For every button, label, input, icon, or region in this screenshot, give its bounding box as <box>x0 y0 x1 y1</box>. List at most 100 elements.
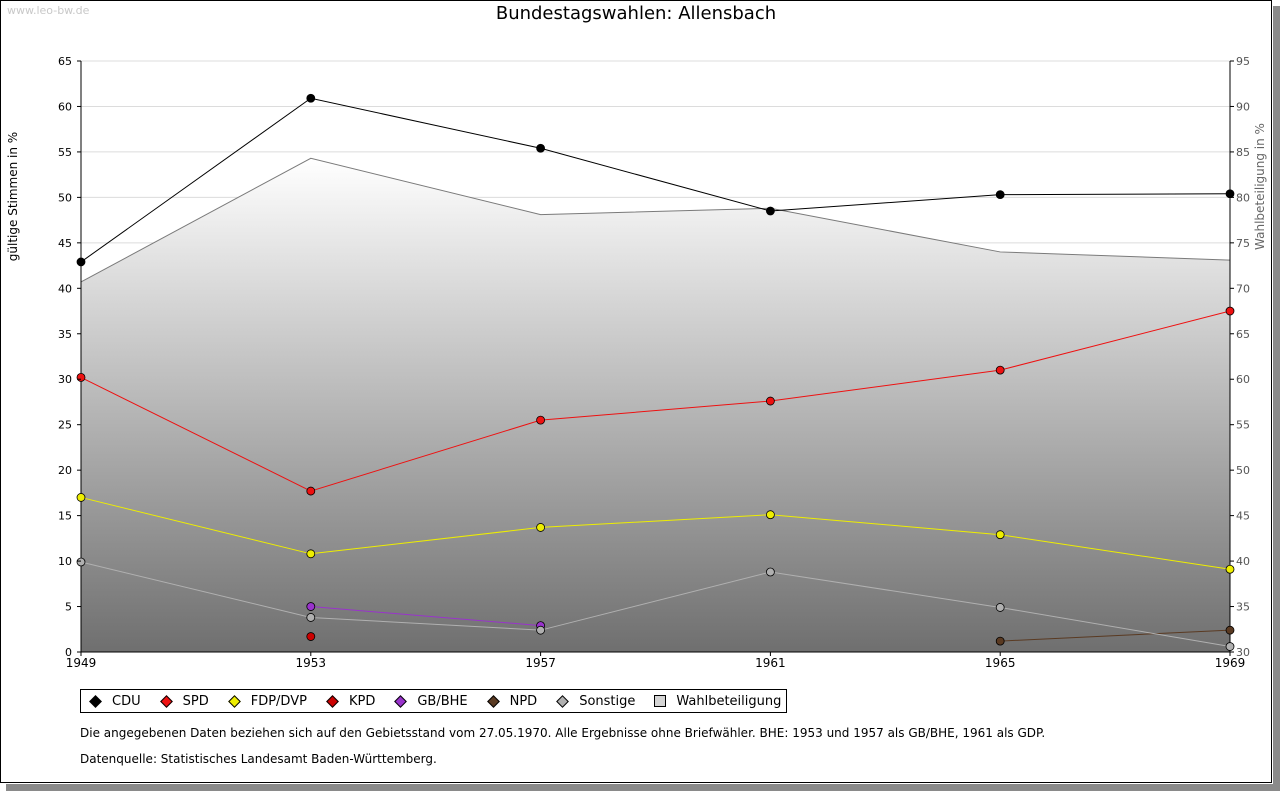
point-sonstige-1961 <box>766 567 775 577</box>
y2-tick-label-55: 55 <box>1236 419 1250 432</box>
legend-item-kpd[interactable]: KPD <box>322 694 375 709</box>
x-tick-label-1949: 1949 <box>66 656 97 670</box>
y-tick-label-30: 30 <box>58 373 72 386</box>
y2-axis-title: Wahlbeteiligung in % <box>1253 123 1267 250</box>
y2-tick-label-30: 30 <box>1236 646 1250 659</box>
legend-item-npd[interactable]: NPD <box>483 693 538 709</box>
y-tick-label-40: 40 <box>58 282 72 295</box>
legend-label-npd: NPD <box>509 693 538 709</box>
y2-tick-label-60: 60 <box>1236 373 1250 386</box>
x-tick-label-1957: 1957 <box>525 656 556 670</box>
point-cdu-1969 <box>1225 189 1235 199</box>
legend-marker-gbbhe <box>394 694 408 708</box>
x-tick-label-1961: 1961 <box>755 656 786 670</box>
point-cdu-1953 <box>306 93 316 103</box>
watermark: www.leo-bw.de <box>7 4 90 17</box>
y2-tick-label-35: 35 <box>1236 601 1250 614</box>
y-tick-label-15: 15 <box>58 510 72 523</box>
frame-shadow-bottom <box>6 784 1280 791</box>
footnote-datenquelle: Datenquelle: Statistisches Landesamt Bad… <box>80 752 437 766</box>
legend-label-sonstige: Sonstige <box>579 693 636 709</box>
point-sonstige-1969 <box>1225 642 1235 651</box>
series-line-npd <box>1000 629 1231 642</box>
y-tick-label-10: 10 <box>58 555 72 568</box>
series-line-sonstige <box>80 561 1231 648</box>
legend-marker-cdu <box>89 694 102 708</box>
legend-item-fdp[interactable]: FDP/DVP <box>224 694 307 709</box>
point-spd-1969 <box>1225 306 1235 316</box>
tick-layer: 0 5 10 15 20 25 30 35 40 45 50 55 60 65 30 35 40 45 50 55 60… <box>6 55 1267 670</box>
legend-item-spd[interactable]: SPD <box>156 694 209 709</box>
y-tick-label-0: 0 <box>65 646 72 659</box>
footnote-gebietsstand: Die angegebenen Daten beziehen sich auf … <box>80 726 1046 740</box>
legend-marker-npd <box>486 694 500 708</box>
point-fdp-dvp-1965 <box>995 530 1005 540</box>
point-spd-1953 <box>306 486 316 496</box>
y2-tick-label-45: 45 <box>1236 510 1250 523</box>
legend-item-wahlbeteiligung[interactable]: Wahlbeteiligung <box>650 694 781 709</box>
point-fdp-dvp-1969 <box>1225 564 1235 574</box>
y2-tick-label-85: 85 <box>1236 146 1250 159</box>
y2-tick-label-90: 90 <box>1236 100 1250 113</box>
series-layer <box>76 93 1235 651</box>
series-line-cdu <box>80 97 1231 263</box>
y2-tick-label-95: 95 <box>1236 55 1250 68</box>
series-line-fdp-dvp <box>80 496 1231 570</box>
y-tick-label-25: 25 <box>58 419 72 432</box>
legend-marker-sonstige <box>556 694 570 708</box>
point-fdp-dvp-1953 <box>306 549 316 559</box>
area-wahlbeteiligung <box>81 158 1230 652</box>
legend-label-fdp: FDP/DVP <box>250 693 307 709</box>
y-tick-label-55: 55 <box>58 146 72 159</box>
legend-label-wahlbeteiligung: Wahlbeteiligung <box>676 693 782 709</box>
y2-tick-label-80: 80 <box>1236 191 1250 204</box>
legend-item-cdu[interactable]: CDU <box>85 694 141 709</box>
area-line-wahlbeteiligung <box>80 157 1231 283</box>
point-fdp-dvp-1961 <box>766 510 775 520</box>
point-cdu-1957 <box>536 143 545 153</box>
area-layer <box>80 157 1231 652</box>
legend-marker-spd <box>159 694 173 708</box>
legend-label-kpd: KPD <box>348 693 376 709</box>
legend-label-gbbhe: GB/BHE <box>417 693 468 709</box>
point-sonstige-1957 <box>536 625 545 635</box>
legend-item-sonstige[interactable]: Sonstige <box>552 694 635 709</box>
legend: CDU SPD FDP/DVP KPD GB/BHE NPD Sonstige … <box>80 689 788 713</box>
series-line-spd <box>80 310 1231 492</box>
point-sonstige-1953 <box>306 613 316 622</box>
legend-item-gbbhe[interactable]: GB/BHE <box>390 693 468 709</box>
legend-marker-fdp <box>227 694 241 708</box>
chart-title: Bundestagswahlen: Allensbach <box>495 3 777 24</box>
frame-shadow-right <box>1273 6 1280 791</box>
y-axis-title: gültige Stimmen in % <box>6 132 20 261</box>
point-spd-1949 <box>76 373 86 382</box>
point-cdu-1961 <box>766 206 775 216</box>
legend-marker-wahlbeteiligung <box>654 695 667 707</box>
y-tick-label-35: 35 <box>58 328 72 341</box>
y-tick-label-60: 60 <box>58 100 72 113</box>
point-sonstige-1965 <box>995 603 1005 612</box>
point-kpd-1953 <box>306 632 316 641</box>
point-spd-1965 <box>995 365 1005 375</box>
point-cdu-1949 <box>76 257 86 267</box>
x-tick-label-1965: 1965 <box>985 656 1016 670</box>
x-tick-label-1969: 1969 <box>1215 656 1246 670</box>
point-cdu-1965 <box>995 190 1005 200</box>
y-tick-label-20: 20 <box>58 464 72 477</box>
y2-tick-label-50: 50 <box>1236 464 1250 477</box>
series-line-gb-bhe <box>310 606 541 627</box>
y-tick-label-5: 5 <box>65 601 72 614</box>
y2-tick-label-65: 65 <box>1236 328 1250 341</box>
axis-layer <box>80 61 1231 653</box>
y-tick-label-45: 45 <box>58 237 72 250</box>
point-gb-bhe-1953 <box>306 602 316 611</box>
y2-tick-label-70: 70 <box>1236 282 1250 295</box>
y2-tick-label-75: 75 <box>1236 237 1250 250</box>
x-tick-label-1953: 1953 <box>296 656 327 670</box>
y-tick-label-65: 65 <box>58 55 72 68</box>
y2-tick-label-40: 40 <box>1236 555 1250 568</box>
point-npd-1965 <box>995 636 1005 646</box>
point-spd-1961 <box>766 396 775 406</box>
legend-label-spd: SPD <box>182 693 209 709</box>
